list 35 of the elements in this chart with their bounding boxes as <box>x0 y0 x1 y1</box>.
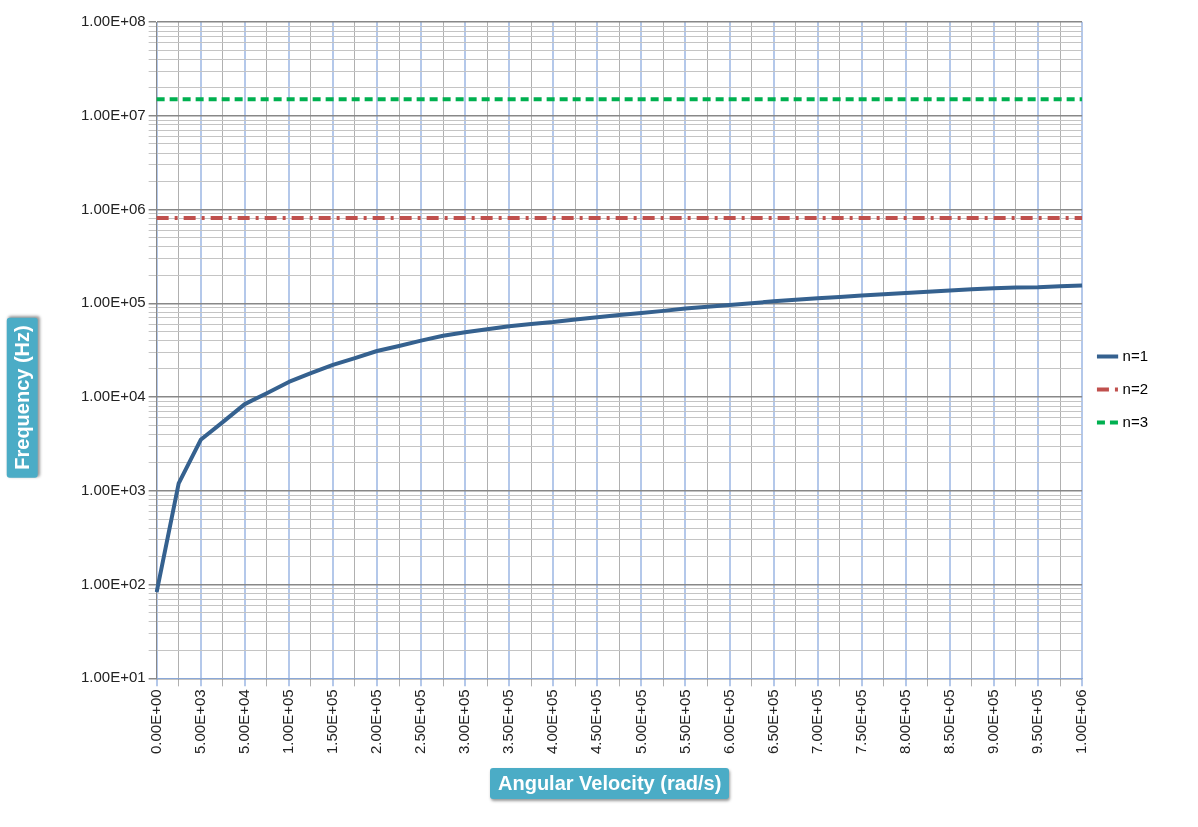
x-tick-label: 2.00E+05 <box>367 689 385 755</box>
x-tick-label: 0.00E+00 <box>146 689 164 755</box>
x-tick-label: 6.00E+05 <box>719 689 737 755</box>
x-axis-title: Angular Velocity (rad/s) <box>490 768 730 799</box>
x-tick-label: 1.00E+06 <box>1072 689 1090 755</box>
y-axis-title: Frequency (Hz) <box>6 317 38 478</box>
x-tick-label: 3.00E+05 <box>455 689 473 755</box>
y-tick-label: 1.00E+02 <box>80 574 146 592</box>
x-tick-label: 7.00E+05 <box>807 689 825 755</box>
y-tick-label: 1.00E+08 <box>80 12 146 30</box>
x-tick-label: 1.00E+05 <box>278 689 296 755</box>
x-tick-label: 2.50E+05 <box>411 689 429 755</box>
legend-label: n=1 <box>1122 346 1149 364</box>
x-tick-label: 9.00E+05 <box>984 689 1002 755</box>
x-tick-label: 6.50E+05 <box>763 689 781 755</box>
x-tick-label: 7.50E+05 <box>851 689 869 755</box>
x-tick-label: 5.00E+04 <box>234 689 252 755</box>
y-tick-label: 1.00E+07 <box>80 105 146 123</box>
x-tick-label: 5.00E+05 <box>631 689 649 755</box>
x-tick-label: 8.00E+05 <box>895 689 913 755</box>
x-tick-label: 4.50E+05 <box>587 689 605 755</box>
x-tick-label: 9.50E+05 <box>1028 689 1046 755</box>
y-tick-label: 1.00E+06 <box>80 199 146 217</box>
x-tick-label: 1.50E+05 <box>323 689 341 755</box>
y-tick-label: 1.00E+01 <box>80 668 146 686</box>
y-tick-label: 1.00E+04 <box>80 387 146 405</box>
x-tick-label: 8.50E+05 <box>939 689 957 755</box>
x-tick-label: 5.00E+03 <box>190 689 208 755</box>
x-tick-label: 5.50E+05 <box>675 689 693 755</box>
y-tick-label: 1.00E+05 <box>80 293 146 311</box>
y-tick-label: 1.00E+03 <box>80 480 146 498</box>
x-tick-label: 4.00E+05 <box>543 689 561 755</box>
x-tick-label: 3.50E+05 <box>499 689 517 755</box>
legend-label: n=3 <box>1122 412 1149 430</box>
legend-label: n=2 <box>1122 379 1149 397</box>
